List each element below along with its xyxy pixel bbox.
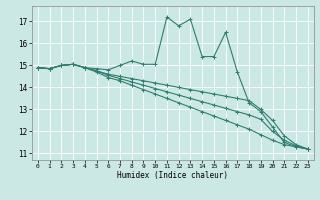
X-axis label: Humidex (Indice chaleur): Humidex (Indice chaleur) (117, 171, 228, 180)
